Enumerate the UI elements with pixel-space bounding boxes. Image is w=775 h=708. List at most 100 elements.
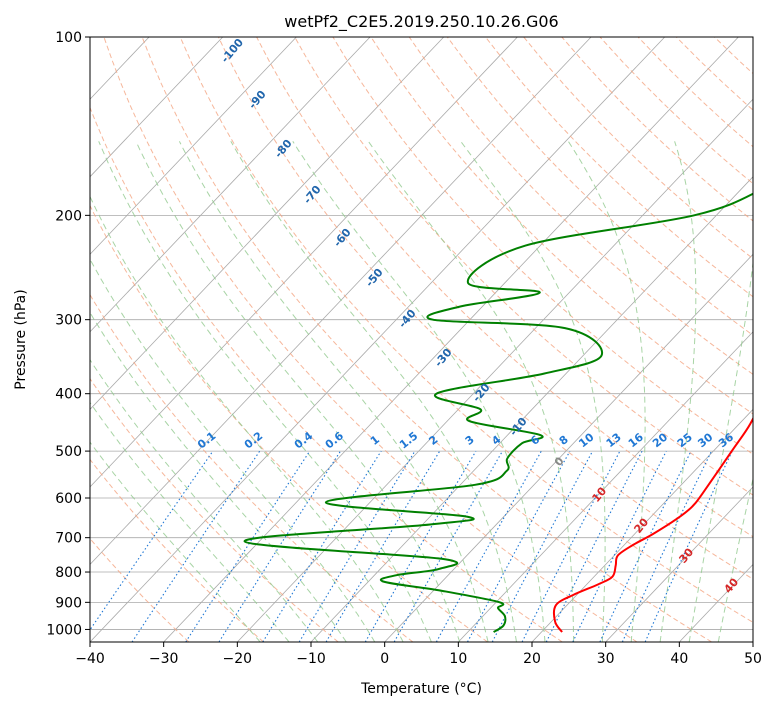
moist-adiabat-line (178, 141, 489, 642)
mixing-ratio-line (393, 450, 503, 642)
moist-adiabat-line (98, 141, 432, 642)
moist-adiabat-line (688, 259, 753, 642)
moist-adiabat-line (230, 141, 517, 642)
dry-adiabat-label: 40 (721, 575, 741, 595)
dry-adiabat-label: -90 (246, 88, 269, 112)
moist-adiabat-line (135, 141, 461, 642)
mixing-ratio-line (599, 450, 692, 642)
isotherm-line (605, 486, 753, 642)
dry-adiabat-line (294, 37, 753, 496)
y-tick-label: 300 (55, 313, 82, 329)
dry-adiabat-label: -50 (363, 266, 386, 290)
dewpoint-profile-line (243, 192, 753, 633)
mixing-ratio-label: 1.5 (397, 429, 420, 451)
dry-adiabat-line (637, 37, 753, 148)
dry-adiabat-line (752, 37, 753, 39)
mixing-ratio-label: 2 (427, 433, 441, 448)
isotherm-line (90, 37, 445, 410)
plot-frame (89, 36, 754, 643)
mixing-ratio-line (364, 450, 477, 642)
mixing-ratio-line (185, 450, 311, 642)
dry-adiabat-label: 10 (589, 484, 609, 504)
x-tick-label: −10 (296, 651, 326, 667)
isotherm-line (0, 37, 75, 642)
mixing-ratio-line (644, 450, 733, 642)
mixing-ratio-label: 30 (695, 430, 715, 450)
x-tick-label: −20 (223, 651, 253, 667)
y-tick-label: 1000 (46, 622, 82, 638)
moist-adiabat-line (90, 311, 347, 642)
mixing-ratio-line (435, 450, 542, 642)
mixing-ratio-label: 4 (489, 433, 503, 448)
y-axis-label: Pressure (hPa) (13, 289, 29, 389)
dry-adiabat-label: -80 (272, 137, 295, 161)
mixing-ratio-label: 13 (604, 431, 624, 451)
mixing-ratio-label: 0.4 (292, 429, 316, 451)
chart-title: wetPf2_C2E5.2019.250.10.26.G06 (284, 12, 558, 32)
mixing-ratio-label: 25 (675, 431, 695, 451)
isotherm-line (90, 37, 297, 255)
moist-adiabat-line (292, 141, 546, 642)
mixing-ratio-line (491, 450, 594, 642)
dry-adiabat-label: -70 (301, 183, 324, 207)
dry-adiabat-line (217, 37, 753, 580)
x-tick-label: 30 (597, 651, 615, 667)
y-tick-label: 900 (55, 595, 82, 611)
moist-adiabat-line (90, 401, 290, 642)
x-tick-label: −40 (75, 651, 105, 667)
mixing-ratio-label: 10 (576, 430, 596, 450)
isotherm-line (531, 408, 753, 642)
isotherm-line (237, 98, 753, 642)
dry-adiabat-label: -40 (396, 307, 419, 331)
x-tick-label: 20 (523, 651, 541, 667)
dry-adiabat-line (90, 537, 190, 642)
dry-adiabat-line (90, 204, 488, 642)
moist-adiabat-line (659, 141, 697, 642)
mixing-ratio-line (262, 450, 382, 642)
dry-adiabat-line (179, 37, 753, 623)
dry-adiabat-label: -30 (432, 346, 455, 370)
isotherm-line (90, 37, 224, 178)
mixing-ratio-label: 20 (650, 430, 670, 450)
y-tick-label: 400 (55, 387, 82, 403)
dry-adiabat-line (90, 458, 264, 642)
dry-adiabat-line (370, 37, 753, 415)
x-tick-label: 40 (670, 651, 688, 667)
y-tick-label: 800 (55, 565, 82, 581)
y-tick-label: 500 (55, 444, 82, 460)
mixing-ratio-label: 8 (557, 433, 571, 448)
moist-adiabat-line (90, 195, 404, 642)
dry-adiabat-label: 20 (631, 515, 651, 535)
mixing-ratio-line (131, 450, 261, 642)
dry-adiabat-label: -20 (470, 381, 493, 405)
y-tick-label: 600 (55, 491, 82, 507)
mixing-ratio-line (545, 450, 643, 642)
moist-adiabat-line (367, 141, 575, 642)
dry-adiabat-line (408, 37, 753, 375)
isotherm-line (458, 331, 753, 642)
moist-adiabat-line (717, 476, 753, 642)
mixing-ratio-label: 0.6 (323, 429, 347, 451)
x-tick-label: 50 (744, 651, 762, 667)
moist-adiabat-line (90, 358, 319, 642)
y-tick-label: 100 (55, 30, 82, 46)
isotherm-line (90, 37, 518, 488)
isotherm-line (679, 563, 753, 642)
moist-adiabat-line (460, 141, 606, 642)
dry-adiabat-label: 30 (676, 545, 696, 565)
isotherm-line (90, 37, 592, 566)
isotherm-line (163, 37, 739, 642)
x-tick-label: −30 (149, 651, 179, 667)
mixing-ratio-line (572, 450, 667, 642)
moist-adiabat-line (90, 441, 261, 642)
mixing-ratio-line (467, 450, 571, 642)
x-axis-label: Temperature (°C) (360, 681, 482, 697)
mixing-ratio-label: 3 (463, 433, 477, 448)
x-tick-label: 0 (380, 651, 389, 667)
dry-adiabat-line (90, 106, 563, 642)
dry-adiabat-line (103, 37, 638, 642)
y-tick-label: 700 (55, 531, 82, 547)
moist-adiabat-line (90, 258, 376, 642)
dry-adiabat-line (141, 37, 712, 642)
